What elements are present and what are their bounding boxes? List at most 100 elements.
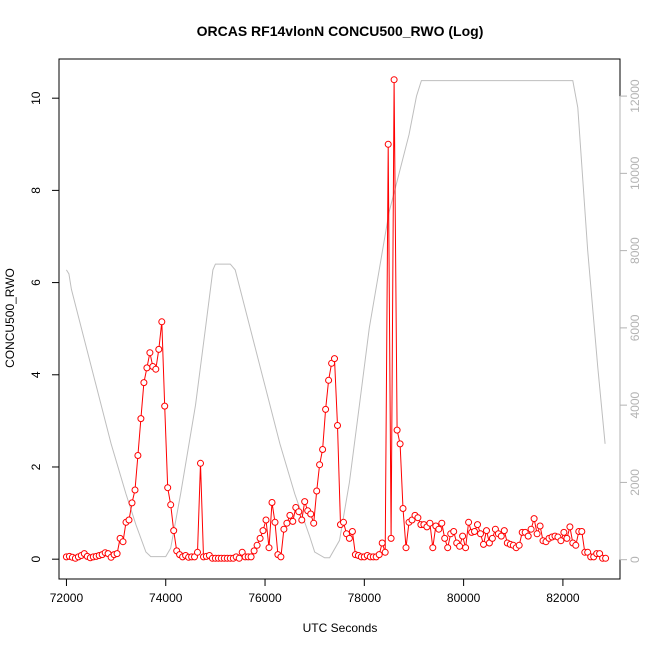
data-point	[310, 519, 318, 527]
data-point	[301, 498, 309, 506]
data-point	[462, 544, 470, 552]
chart-title: ORCAS RF14vlonN CONCU500_RWO (Log)	[197, 23, 484, 39]
data-point	[438, 519, 446, 527]
data-point	[319, 446, 327, 453]
data-point	[134, 452, 142, 459]
data-point	[247, 553, 255, 561]
data-point	[566, 523, 574, 531]
data-point	[280, 525, 288, 533]
data-point	[295, 508, 303, 516]
data-point	[265, 544, 273, 552]
right-y-tick-label: 12000	[628, 79, 642, 113]
data-point	[268, 499, 276, 506]
x-tick-label: 74000	[149, 591, 183, 605]
data-point	[286, 511, 294, 519]
data-point	[375, 551, 383, 559]
x-tick-label: 76000	[248, 591, 282, 605]
data-point	[426, 519, 434, 527]
data-point	[194, 548, 201, 556]
data-point	[530, 515, 538, 523]
data-point	[435, 525, 443, 533]
data-point	[331, 355, 338, 363]
data-point	[399, 505, 407, 512]
data-point	[259, 527, 267, 535]
secondary-series-line	[65, 80, 606, 559]
data-point	[384, 140, 392, 148]
y-tick-label: 4	[29, 371, 43, 378]
y-tick-label: 0	[29, 556, 43, 563]
data-point	[483, 527, 490, 535]
data-point	[155, 345, 163, 353]
data-point	[113, 550, 121, 558]
data-point	[277, 553, 285, 561]
data-point	[140, 379, 148, 387]
data-point	[456, 542, 464, 550]
x-axis: 72000 74000 76000 78000 80000 82000	[50, 578, 580, 605]
data-point	[480, 540, 487, 548]
right-y-tick-label: 4000	[628, 391, 642, 418]
data-point	[137, 415, 145, 423]
data-point	[119, 538, 127, 546]
data-point	[313, 487, 321, 495]
y-tick-label: 10	[29, 91, 43, 105]
data-point	[131, 486, 139, 494]
data-point	[271, 518, 279, 526]
right-y-tick-label: 10000	[628, 156, 642, 190]
data-point	[146, 349, 154, 357]
data-point	[572, 541, 580, 549]
data-point	[283, 519, 291, 527]
x-tick-label: 80000	[447, 591, 481, 605]
data-point	[533, 530, 541, 538]
data-point	[488, 534, 496, 542]
right-y-axis: 0 2000 4000 6000 8000 10000 12000	[619, 79, 642, 563]
data-point	[378, 539, 386, 547]
right-y-tick-label: 0	[628, 556, 642, 563]
data-point	[161, 402, 169, 410]
data-point	[348, 528, 356, 535]
right-y-tick-label: 2000	[628, 469, 642, 496]
data-point	[497, 532, 505, 540]
data-point	[515, 541, 523, 549]
data-point	[381, 548, 389, 556]
x-tick-label: 72000	[50, 591, 84, 605]
data-point	[253, 541, 261, 549]
data-point	[345, 534, 353, 542]
data-point	[396, 440, 404, 448]
data-point	[414, 514, 422, 522]
data-point	[158, 318, 166, 326]
data-point	[125, 516, 133, 524]
y-axis-label: CONCU500_RWO	[3, 268, 17, 368]
data-point	[340, 518, 347, 526]
data-point	[322, 405, 330, 413]
y-tick-label: 6	[29, 279, 43, 286]
data-point	[164, 484, 172, 492]
data-point	[143, 364, 151, 372]
data-point	[393, 426, 401, 434]
y-tick-label: 8	[29, 187, 43, 194]
data-point	[524, 532, 532, 540]
data-point	[527, 525, 535, 533]
data-point	[402, 544, 410, 552]
data-point	[477, 530, 484, 538]
data-point	[316, 461, 324, 469]
data-point	[167, 501, 175, 509]
data-point	[256, 534, 264, 542]
data-point	[557, 537, 565, 545]
right-y-tick-label: 8000	[628, 237, 642, 264]
data-point	[578, 528, 586, 535]
data-point	[563, 534, 571, 542]
data-point	[459, 532, 467, 540]
data-point	[334, 422, 341, 429]
data-point	[536, 522, 544, 530]
series-layer	[62, 76, 610, 562]
data-point	[500, 527, 508, 535]
data-point	[235, 554, 243, 562]
data-point	[465, 518, 473, 526]
data-point	[441, 534, 449, 542]
data-point	[307, 510, 315, 518]
data-point	[128, 499, 136, 507]
data-point	[170, 527, 178, 535]
data-point	[298, 516, 306, 524]
data-point	[471, 528, 478, 535]
